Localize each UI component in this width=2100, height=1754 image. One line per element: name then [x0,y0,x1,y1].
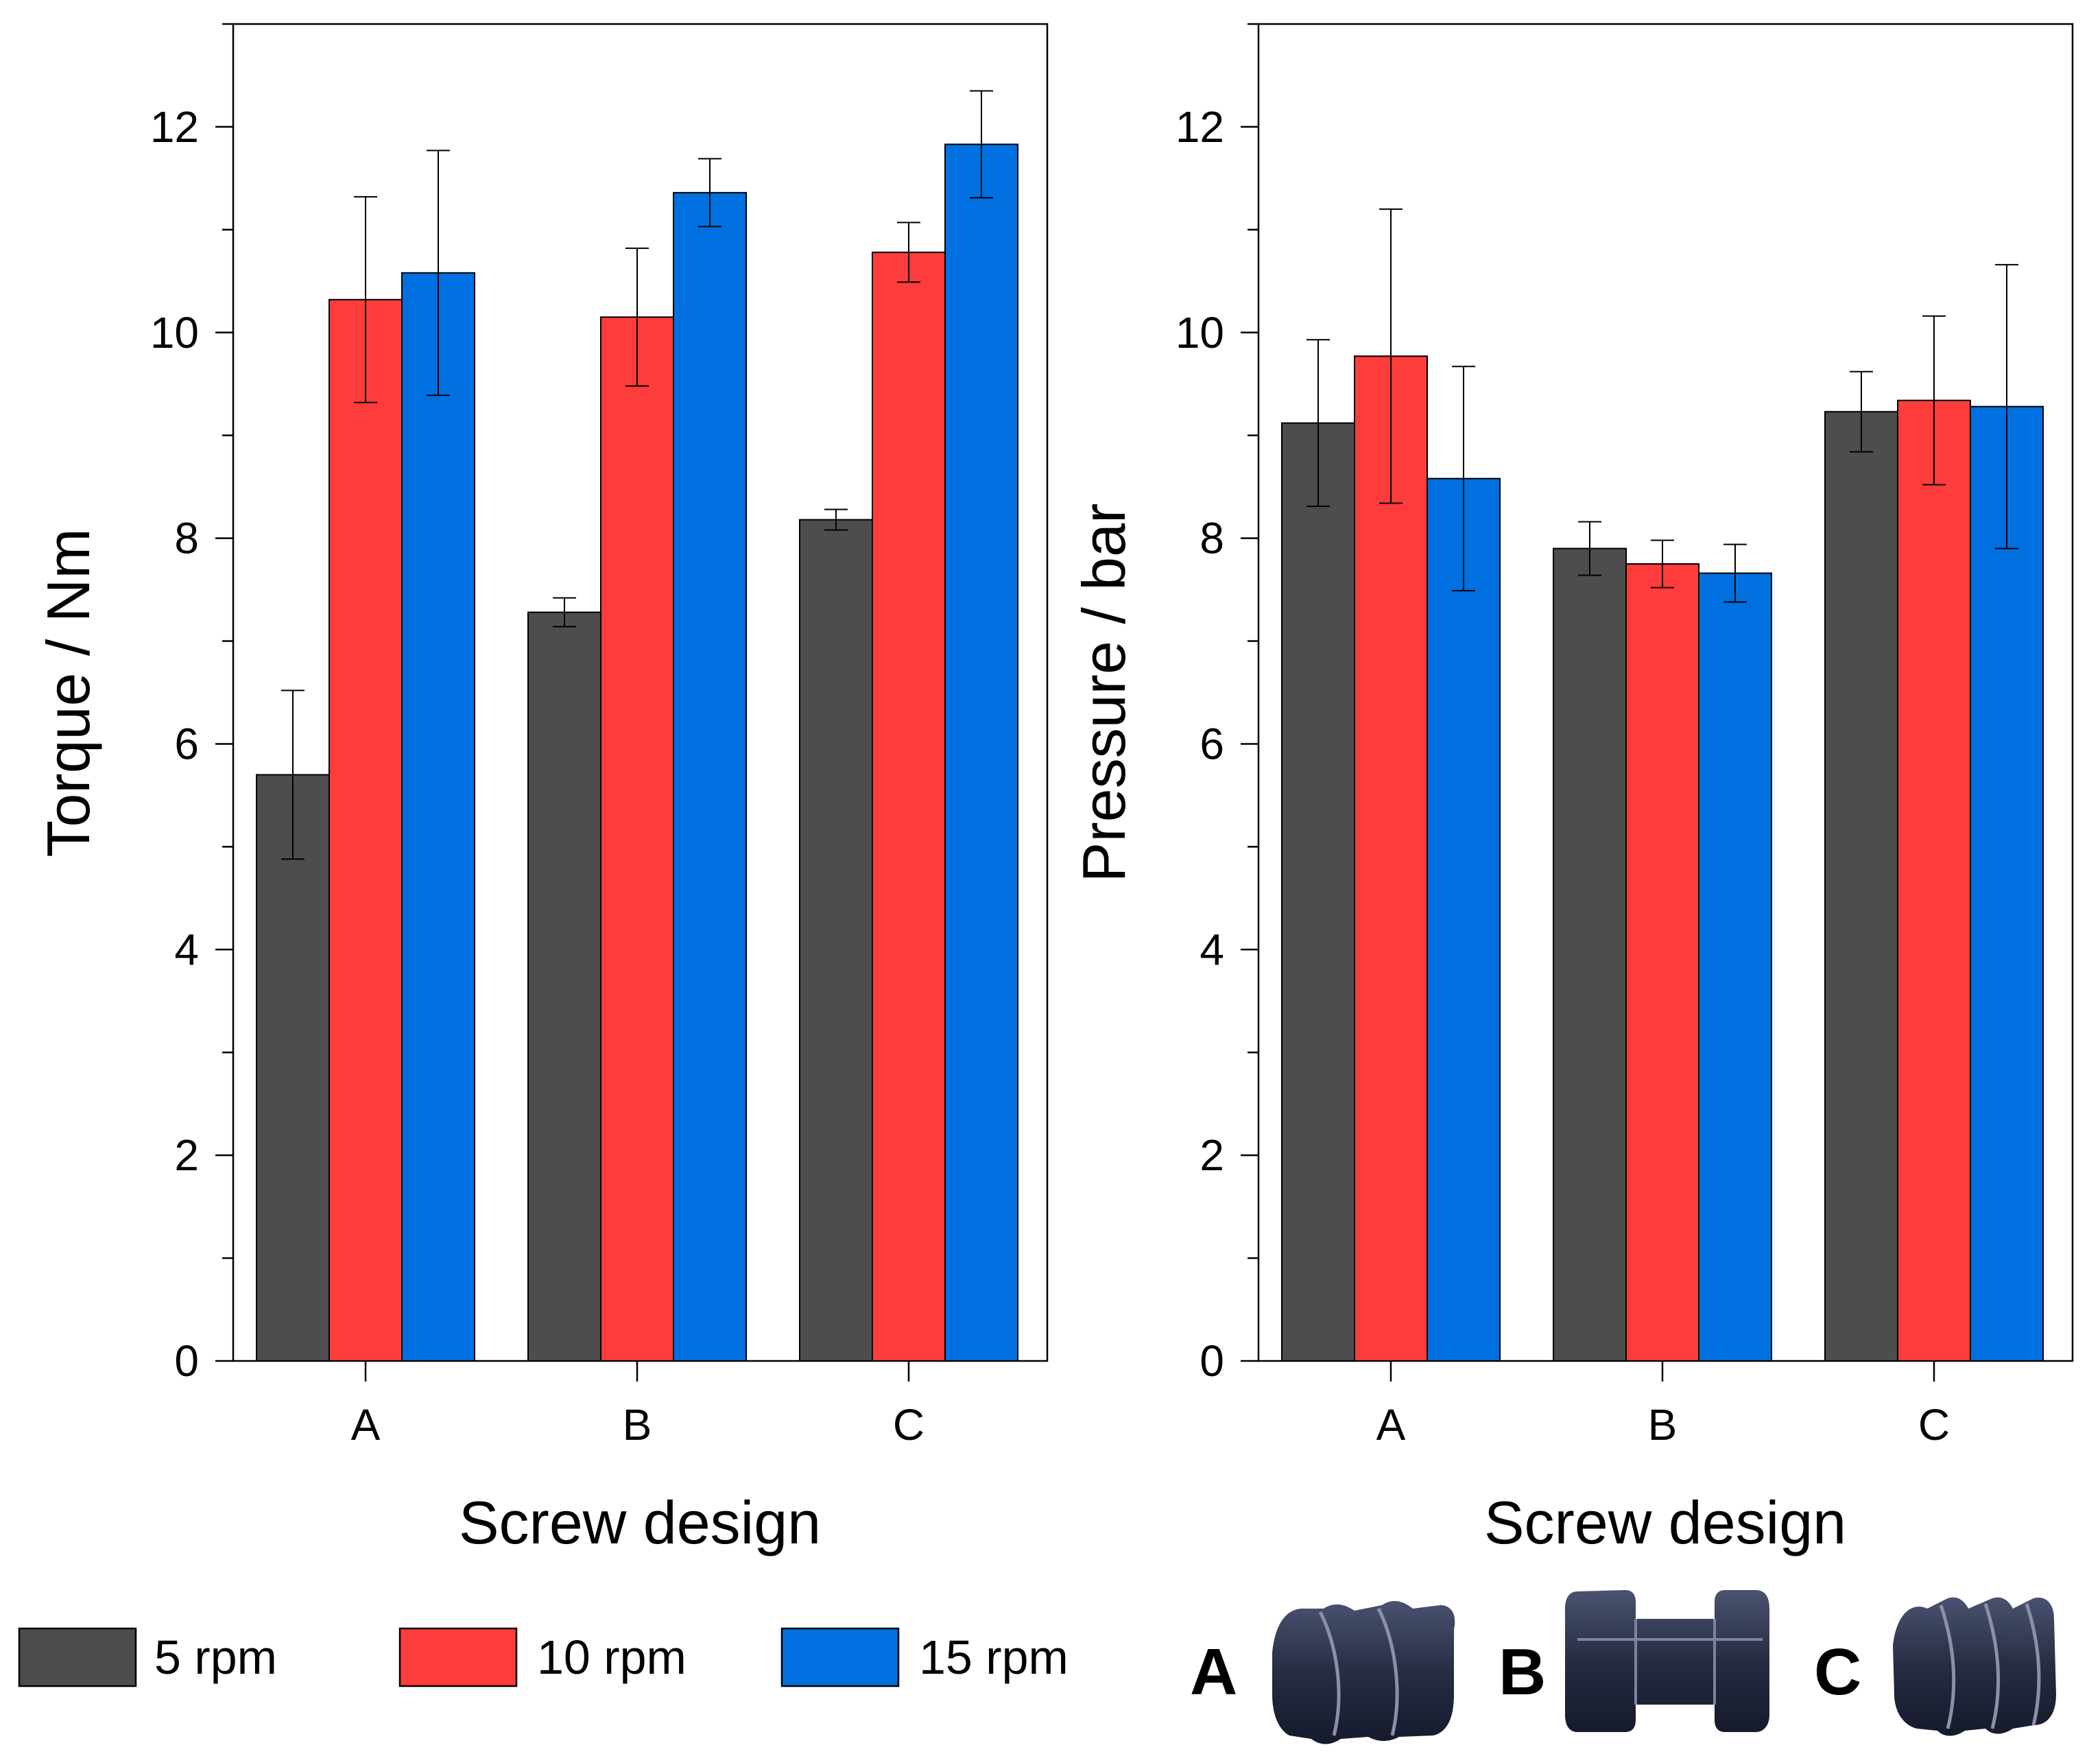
legend-item-15rpm: 15 rpm [780,1627,1069,1687]
pressure-bar-a-10rpm [1354,355,1428,1362]
pressure-bar-b-15rpm [1698,572,1772,1362]
torque-y-tick-label: 2 [174,1130,199,1180]
torque-x-tick-label-b: B [623,1400,652,1449]
torque-x-axis-title: Screw design [459,1489,821,1556]
pressure-bar-c-15rpm [1970,405,2044,1362]
screw-c-illustration [1893,1597,2056,1736]
pressure-bar-c-5rpm [1824,411,1898,1362]
torque-bar-b-10rpm [600,316,674,1362]
torque-y-tick-label: 8 [174,514,199,563]
screw-b-illustration [1565,1590,1769,1732]
pressure-bar-b-10rpm [1625,563,1699,1362]
pressure-bar-a-15rpm [1427,477,1501,1362]
pressure-chart: 0 2 4 6 8 10 12 A B C Pressure / bar Screw design [1070,23,2074,1556]
pressure-y-tick-label: 6 [1200,719,1224,768]
torque-bar-c-15rpm [944,143,1018,1362]
pressure-y-tick-label: 0 [1200,1336,1224,1386]
torque-y-tick-label: 10 [150,308,199,357]
screw-c-label: C [1814,1635,1861,1709]
torque-y-tick-label: 12 [150,102,199,152]
pressure-bar-b-5rpm [1553,547,1627,1362]
pressure-x-axis-title: Screw design [1484,1489,1846,1556]
legend-swatch-15rpm [780,1627,900,1687]
pressure-y-axis-title: Pressure / bar [1070,503,1138,883]
pressure-y-tick-label: 8 [1200,514,1224,563]
legend-swatch-10rpm [398,1627,518,1687]
torque-bar-a-10rpm [329,298,403,1362]
pressure-y-tick-label: 10 [1176,308,1224,357]
legend-item-5rpm: 5 rpm [18,1627,277,1687]
torque-x-tick-label-a: A [351,1400,381,1449]
pressure-y-tick-label: 12 [1176,102,1224,152]
pressure-bar-c-10rpm [1897,399,1971,1362]
pressure-y-tick-label: 4 [1200,925,1224,974]
pressure-bar-a-5rpm [1281,422,1355,1362]
legend-label-5rpm: 5 rpm [154,1631,277,1684]
screw-a-label: A [1190,1635,1237,1709]
legend-item-10rpm: 10 rpm [398,1627,687,1687]
screw-b-label: B [1499,1635,1546,1709]
torque-bar-a-5rpm [256,774,330,1362]
torque-bar-c-5rpm [799,519,873,1362]
screw-illustrations: A B C [1190,1590,2056,1744]
torque-bar-c-10rpm [872,251,946,1362]
legend-label-10rpm: 10 rpm [537,1631,687,1684]
pressure-x-tick-label-b: B [1648,1400,1678,1449]
torque-x-tick-label-c: C [893,1400,924,1449]
torque-bar-a-15rpm [401,272,475,1362]
pressure-y-tick-label: 2 [1200,1130,1224,1180]
torque-y-tick-label: 0 [174,1336,199,1386]
legend-label-15rpm: 15 rpm [919,1631,1069,1684]
torque-y-axis-title: Torque / Nm [34,528,102,857]
torque-chart: 0 2 4 6 8 10 12 A B C Torque / Nm Screw design [34,23,1049,1556]
legend: 5 rpm 10 rpm 15 rpm [18,1627,1069,1687]
torque-bar-b-15rpm [673,191,747,1362]
torque-bar-b-5rpm [527,611,601,1362]
legend-swatch-5rpm [18,1627,137,1687]
pressure-x-tick-label-a: A [1376,1400,1406,1449]
pressure-x-tick-label-c: C [1918,1400,1950,1449]
torque-y-tick-label: 6 [174,719,199,768]
torque-y-tick-label: 4 [174,925,199,974]
screw-a-illustration [1272,1600,1455,1744]
